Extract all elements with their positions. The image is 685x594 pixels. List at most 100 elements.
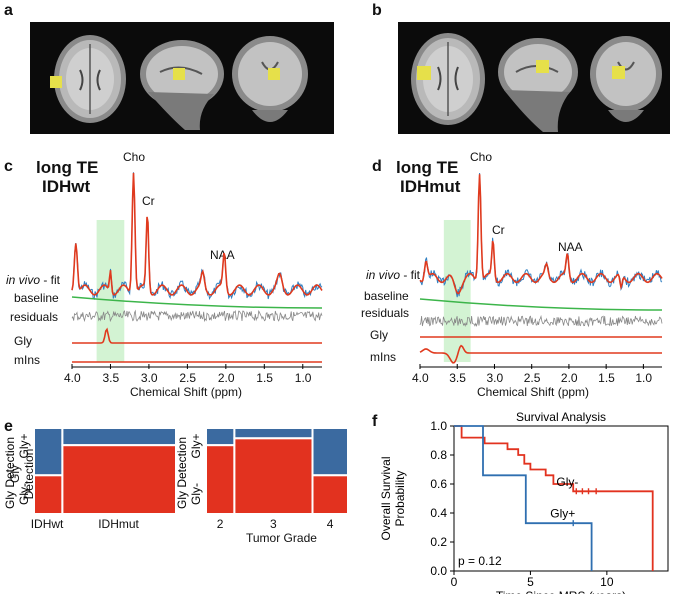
mins-trace	[419, 344, 662, 364]
mosaic-category-label: IDHmut	[98, 517, 139, 531]
p-value-annotation: p = 0.12	[458, 554, 502, 568]
spectrum-d-xlabel: Chemical Shift (ppm)	[477, 385, 590, 399]
plot-frame	[453, 425, 669, 572]
x-tick-label: 2.5	[523, 371, 541, 385]
mosaic-left-ylabel-text: Gly Detection	[3, 437, 17, 509]
x-tick-label: 4.0	[64, 371, 81, 385]
peak-label-naa-c: NAA	[210, 248, 235, 262]
x-tick-label: 3.0	[486, 371, 504, 385]
x-tick-label: 1.0	[294, 371, 312, 385]
survival-curve-Gly+	[454, 425, 593, 571]
residual-trace	[419, 314, 663, 328]
x-tick-label: 2.5	[179, 371, 197, 385]
spectrum-d-plot	[419, 172, 663, 369]
mosaic-cell-gly-minus	[206, 444, 236, 514]
y-tick-label: 0.2	[430, 535, 447, 549]
x-tick-label: 2.0	[217, 371, 235, 385]
spectrum-c-title-line2: IDHwt	[42, 177, 91, 196]
row-label-fit-c: in vivo - fit	[6, 273, 61, 287]
survival-curve-Gly-	[454, 425, 654, 571]
y-tick-label: 0.4	[430, 506, 447, 520]
panel-label-a: a	[4, 2, 13, 19]
mosaic-cell-gly-minus	[233, 437, 314, 514]
survival-chart: Survival Analysis 0.0 0.2 0.4 0.6 0.8 1.0 0 5 10T…	[379, 410, 669, 594]
x-tick-label: 4.0	[412, 371, 429, 385]
x-tick-label: 3.0	[140, 371, 158, 385]
peak-label-cho-d: Cho	[470, 150, 493, 164]
spectrum-c-title-line1: long TE	[36, 158, 99, 177]
mosaic-cell-gly-minus	[311, 474, 348, 514]
x-tick-label: 0	[451, 575, 458, 589]
chart-title: Survival Analysis	[516, 410, 606, 424]
peak-label-cr-c: Cr	[142, 194, 155, 208]
fit-trace	[71, 172, 323, 296]
baseline-trace	[71, 296, 323, 309]
panel-label-e: e	[4, 418, 13, 435]
in-vivo-data-trace	[419, 172, 663, 298]
mri-strip-b	[398, 22, 670, 134]
peak-label-cho-c: Cho	[123, 150, 146, 164]
x-tick-label: 10	[600, 575, 614, 589]
mosaic-cell-gly-plus	[233, 428, 314, 440]
x-tick-label: 5	[527, 575, 534, 589]
mosaic-right-plot	[206, 428, 348, 514]
series-label-gly-minus: Gly-	[556, 475, 578, 489]
mosaic-cell-gly-plus	[206, 428, 236, 447]
y-axis-label-line1: Overall Survival	[379, 456, 393, 540]
mosaic-cell-gly-plus	[61, 428, 176, 447]
x-tick-label: 3.5	[449, 371, 466, 385]
residual-trace	[71, 309, 323, 323]
row-label-baseline-c: baseline	[14, 291, 59, 305]
row-label-mins-d: mIns	[370, 350, 397, 364]
baseline-trace	[419, 298, 663, 311]
y-tick-label: 1.0	[430, 419, 447, 433]
x-tick-label: 1.5	[256, 371, 273, 385]
mosaic-category-label: 4	[326, 517, 334, 531]
mri-strip-a	[30, 22, 334, 134]
mri-images-b	[411, 33, 662, 132]
x-tick-label: 3.5	[102, 371, 120, 385]
row-label-baseline-d: baseline	[364, 289, 409, 303]
series-label-gly-plus: Gly+	[550, 506, 575, 520]
mosaic-cell-gly-plus	[311, 428, 348, 477]
peak-label-naa-d: NAA	[558, 240, 583, 254]
mosaic-right-yaxis: Gly Detection Gly+ Gly-	[175, 433, 203, 509]
gly-highlight-band	[96, 220, 125, 362]
mosaic-category-label: 2	[216, 517, 224, 531]
x-tick-label: 1.0	[635, 371, 653, 385]
panel-label-d: d	[372, 158, 382, 175]
row-label-gly-c: Gly	[14, 334, 32, 348]
mri-images-a	[50, 35, 308, 130]
mosaic-right-gly-plus: Gly+	[189, 433, 203, 458]
spectrum-c-plot	[71, 172, 323, 369]
mosaic-left-yaxis: Gly Detection Gly+ Gly-	[3, 433, 31, 509]
fit-trace	[419, 174, 663, 295]
mosaic-right-ylabel-text: Gly Detection	[175, 437, 189, 509]
mosaic-cell-gly-minus	[34, 474, 64, 514]
mosaic-cell-gly-minus	[61, 444, 176, 514]
panel-label-f: f	[372, 413, 378, 430]
mosaic-right-gly-minus: Gly-	[189, 483, 203, 505]
spectrum-c-xlabel: Chemical Shift (ppm)	[130, 385, 243, 399]
row-label-gly-d: Gly	[370, 328, 388, 342]
x-axis-label: Time Since MRS (years)	[496, 589, 626, 594]
peak-label-cr-d: Cr	[492, 223, 505, 237]
mosaic-left-plot	[34, 428, 176, 514]
row-label-residuals-d: residuals	[361, 306, 410, 320]
y-tick-label: 0.8	[430, 448, 447, 462]
gly-highlight-band	[443, 220, 471, 362]
spectrum-d-title-line1: long TE	[396, 158, 459, 177]
y-axis-label-line2: Probability	[393, 470, 407, 526]
y-tick-label: 0.6	[430, 477, 447, 491]
mosaic-category-label: 3	[269, 517, 277, 531]
spectrum-d-title-line2: IDHmut	[400, 177, 461, 196]
panel-label-c: c	[4, 158, 13, 175]
mosaic-left-gly-plus: Gly+	[17, 433, 31, 458]
row-label-residuals-c: residuals	[10, 310, 59, 324]
mosaic-cell-gly-plus	[34, 428, 64, 477]
y-tick-label: 0.0	[430, 564, 447, 578]
x-tick-label: 2.0	[560, 371, 578, 385]
mosaic-left-gly-minus: Gly-	[17, 483, 31, 505]
mosaic-right-xlabel: Tumor Grade	[246, 531, 317, 545]
panel-label-b: b	[372, 2, 382, 19]
